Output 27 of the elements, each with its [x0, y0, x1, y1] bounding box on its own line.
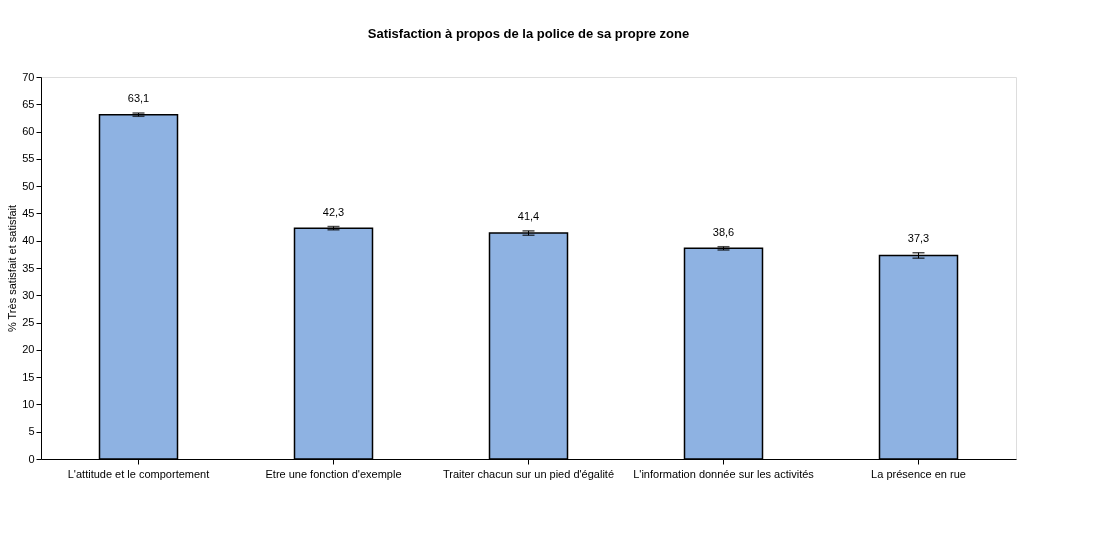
- y-tick-label: 15: [22, 370, 35, 383]
- y-tick-label: 70: [22, 70, 35, 83]
- data-label: 38,6: [712, 225, 735, 238]
- y-tick-label: 40: [22, 234, 35, 247]
- y-tick-label: 25: [22, 316, 35, 329]
- x-tick-label: L'attitude et le comportement: [67, 467, 210, 480]
- x-tick-label: L'information donnée sur les activités: [633, 467, 815, 480]
- x-tick-label: La présence en rue: [871, 467, 966, 480]
- y-tick-label: 45: [22, 206, 35, 219]
- y-tick-label: 30: [22, 288, 35, 301]
- x-tick-label: Etre une fonction d'exemple: [265, 467, 402, 480]
- y-tick-label: 55: [22, 152, 35, 165]
- data-label: 42,3: [322, 205, 345, 218]
- x-tick-label: Traiter chacun sur un pied d'égalité: [442, 467, 615, 480]
- y-tick-label: 60: [22, 125, 35, 138]
- y-tick-label: 10: [22, 397, 35, 410]
- y-tick-label: 20: [22, 343, 35, 356]
- y-tick-label: 5: [28, 425, 35, 438]
- y-tick-label: 50: [22, 179, 35, 192]
- data-label: 41,4: [517, 209, 540, 222]
- y-tick-label: 0: [28, 452, 35, 465]
- chart-title: Satisfaction à propos de la police de sa propre zone: [367, 26, 690, 41]
- y-tick-label: 35: [22, 261, 35, 274]
- y-axis-title: % Très satisfait et satisfait: [6, 204, 19, 333]
- y-tick-label: 65: [22, 97, 35, 110]
- data-label: 63,1: [127, 92, 150, 105]
- data-label: 37,3: [907, 231, 930, 244]
